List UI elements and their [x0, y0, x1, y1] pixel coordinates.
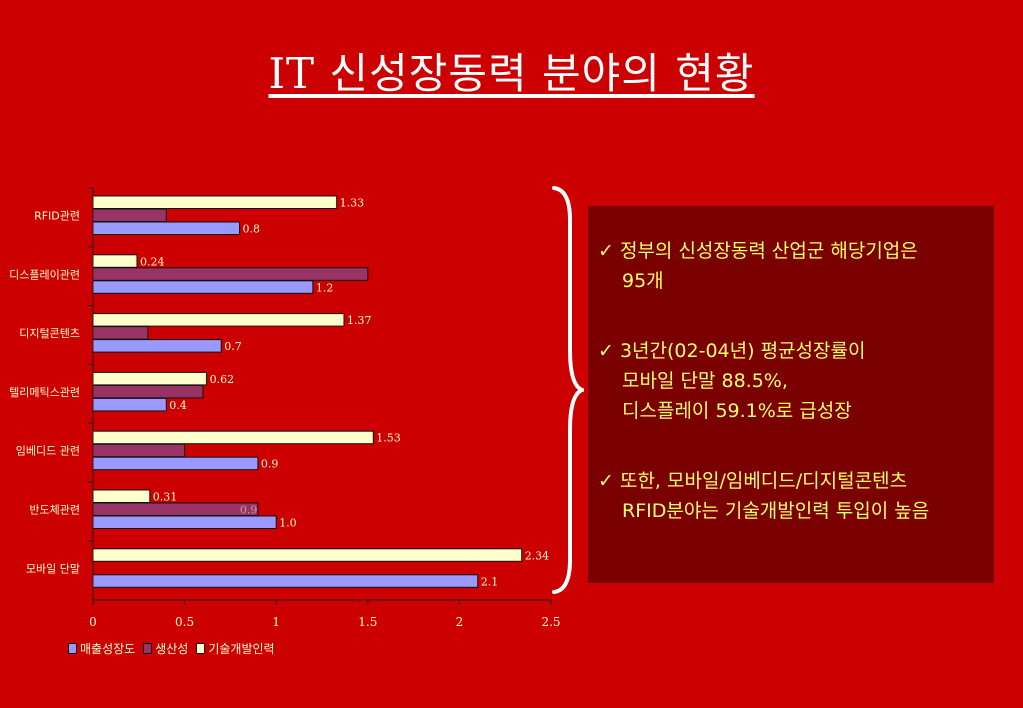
category-label: 반도체관련 [29, 504, 80, 517]
data-label: 0.62 [210, 373, 235, 386]
bar-2-6 [92, 502, 259, 516]
data-label: 1.2 [316, 281, 334, 294]
category-label: 디지털콘텐츠 [19, 327, 80, 340]
data-label: 2.1 [481, 575, 499, 588]
category-label: 임베디드 관련 [16, 445, 80, 458]
bar-chart: 1.33 0.8 RFID관련 0.24 1.2 디스플레이관련 1.37 0.7 디지털콘텐츠… [9, 187, 560, 629]
bar-2-4 [92, 384, 204, 399]
data-label: 0.9 [261, 458, 279, 471]
bar-1-1 [92, 221, 241, 235]
bar-3-6 [92, 489, 151, 503]
category-label: 디스플레이관련 [9, 268, 80, 281]
bullet-item: ✓ 정부의 신성장동력 산업군 해당기업은 95개 [598, 236, 988, 296]
data-label: 0.31 [153, 491, 178, 504]
bullet-text: 또한, 모바일/임베디드/디지털콘텐츠 [619, 470, 908, 492]
bar-3-7 [92, 548, 523, 562]
data-label: 0.9 [240, 504, 258, 517]
legend-item: 기술개발인력 [196, 640, 275, 657]
summary-bullets: ✓ 정부의 신성장동력 산업군 해당기업은 95개 ✓ 3년간(02-04년) 평균… [598, 236, 988, 526]
data-label: 2.34 [525, 549, 550, 562]
bullet-text: 95개 [622, 270, 664, 292]
bullet-item: ✓ 또한, 모바일/임베디드/디지털콘텐츠 RFID분야는 기술개발인력 투입이 … [598, 466, 988, 526]
bullet-line: 디스플레이 59.1%로 급성장 [598, 396, 988, 426]
legend-label: 매출성장도 [80, 642, 136, 656]
checkmark-icon: ✓ [598, 470, 620, 492]
bullet-text: 디스플레이 59.1%로 급성장 [622, 400, 852, 422]
chart-legend: 매출성장도 생산성 기술개발인력 [68, 640, 283, 657]
data-label: 0.24 [140, 255, 165, 268]
bar-2-3 [92, 326, 149, 340]
bar-1-6 [92, 515, 277, 529]
bar-3-4 [92, 371, 208, 386]
bar-2-5 [92, 443, 186, 458]
bullet-line: ✓ 또한, 모바일/임베디드/디지털콘텐츠 [598, 466, 988, 496]
legend-swatch [143, 643, 153, 654]
legend-label: 기술개발인력 [208, 642, 275, 656]
bullet-line: 95개 [598, 266, 988, 296]
x-tick-label: 1.5 [358, 615, 377, 629]
category-label: 텔리메틱스관련 [9, 386, 80, 399]
x-tick-label: 0.5 [175, 615, 194, 629]
legend-label: 생산성 [155, 642, 189, 656]
x-tick-label: 0 [89, 615, 97, 629]
x-tick-label: 2.5 [541, 615, 560, 629]
legend-item: 매출성장도 [68, 640, 135, 657]
bullet-line: ✓ 3년간(02-04년) 평균성장률이 [598, 336, 988, 366]
x-tick-label: 1 [272, 615, 280, 629]
data-label: 0.4 [169, 399, 187, 412]
bullet-text: RFID분야는 기술개발인력 투입이 높음 [622, 500, 930, 522]
data-label: 1.33 [340, 197, 365, 210]
data-label: 1.53 [376, 432, 401, 445]
bar-3-2 [92, 254, 138, 268]
summary-box [588, 206, 994, 583]
data-label: 1.0 [279, 517, 297, 530]
data-label: 0.8 [243, 223, 261, 236]
category-label: RFID관련 [34, 210, 80, 223]
bar-3-5 [92, 430, 374, 445]
bar-3-3 [92, 313, 345, 327]
right-brace-icon [552, 186, 584, 594]
x-tick-label: 2 [456, 615, 464, 629]
bullet-line: RFID분야는 기술개발인력 투입이 높음 [598, 496, 988, 526]
bar-3-1 [92, 195, 338, 209]
bullet-line: 모바일 단말 88.5%, [598, 366, 988, 396]
data-label: 0.7 [224, 340, 242, 353]
data-label: 1.37 [347, 314, 372, 327]
checkmark-icon: ✓ [598, 240, 620, 262]
legend-item: 생산성 [143, 640, 188, 657]
bar-1-5 [92, 456, 259, 471]
bullet-line: ✓ 정부의 신성장동력 산업군 해당기업은 [598, 236, 988, 266]
legend-swatch [196, 643, 206, 654]
bar-2-2 [92, 267, 369, 281]
bar-1-4 [92, 397, 167, 412]
checkmark-icon: ✓ [598, 340, 620, 362]
bar-1-3 [92, 339, 222, 353]
bar-1-2 [92, 280, 314, 294]
bullet-text: 정부의 신성장동력 산업군 해당기업은 [619, 240, 918, 262]
bar-1-7 [92, 574, 479, 588]
bullet-text: 모바일 단말 88.5%, [622, 370, 788, 392]
slide-title: IT 신성장동력 분야의 현황 [268, 49, 755, 98]
legend-swatch [68, 643, 77, 654]
bar-2-1 [92, 208, 167, 222]
category-label: 모바일 단말 [26, 561, 80, 575]
bullet-text: 3년간(02-04년) 평균성장률이 [619, 340, 866, 362]
